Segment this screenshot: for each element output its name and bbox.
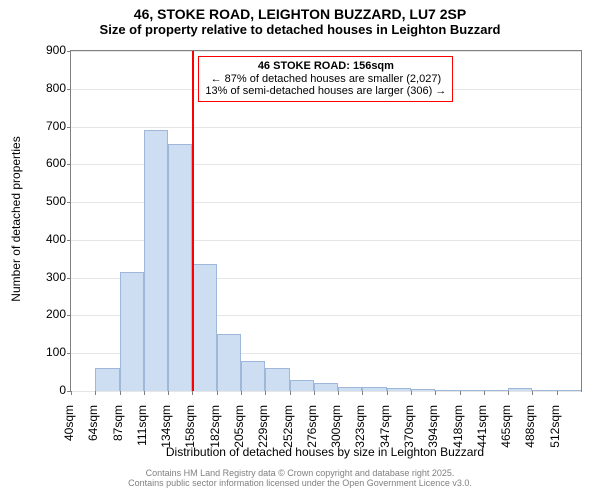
footer-line-2: Contains public sector information licen… xyxy=(0,478,600,488)
x-tick-label: 300sqm xyxy=(329,405,343,455)
y-tick xyxy=(67,89,71,90)
x-tick xyxy=(241,391,242,395)
y-axis-label: Number of detached properties xyxy=(9,49,23,389)
histogram-bar xyxy=(265,368,289,391)
x-tick xyxy=(508,391,509,395)
histogram-bar xyxy=(241,361,265,391)
histogram-bar xyxy=(168,144,192,391)
y-tick xyxy=(67,353,71,354)
chart-subtitle: Size of property relative to detached ho… xyxy=(0,22,600,37)
x-tick xyxy=(362,391,363,395)
x-tick xyxy=(460,391,461,395)
histogram-bar xyxy=(192,264,216,391)
y-tick xyxy=(67,127,71,128)
footer-line-1: Contains HM Land Registry data © Crown c… xyxy=(0,468,600,478)
plot-area: 46 STOKE ROAD: 156sqm← 87% of detached h… xyxy=(70,50,582,392)
histogram-bar xyxy=(362,387,386,391)
histogram-bar xyxy=(557,390,581,391)
y-tick-label: 800 xyxy=(36,81,66,95)
x-tick-label: 87sqm xyxy=(111,405,125,455)
gridline xyxy=(71,127,581,128)
x-tick-label: 370sqm xyxy=(402,405,416,455)
x-tick-label: 441sqm xyxy=(475,405,489,455)
x-tick xyxy=(144,391,145,395)
x-tick xyxy=(557,391,558,395)
marker-line xyxy=(192,51,194,391)
x-tick-label: 40sqm xyxy=(62,405,76,455)
histogram-bar xyxy=(435,390,459,392)
callout-line-1: ← 87% of detached houses are smaller (2,… xyxy=(205,73,446,86)
histogram-bar xyxy=(387,388,411,391)
x-tick-label: 64sqm xyxy=(86,405,100,455)
x-tick-label: 134sqm xyxy=(159,405,173,455)
y-tick-label: 700 xyxy=(36,119,66,133)
histogram-bar xyxy=(290,380,314,391)
histogram-bar xyxy=(338,387,362,391)
x-tick xyxy=(95,391,96,395)
x-tick xyxy=(192,391,193,395)
x-tick xyxy=(217,391,218,395)
callout-head: 46 STOKE ROAD: 156sqm xyxy=(205,60,446,73)
x-tick xyxy=(411,391,412,395)
x-tick xyxy=(532,391,533,395)
chart-titles: 46, STOKE ROAD, LEIGHTON BUZZARD, LU7 2S… xyxy=(0,6,600,37)
x-tick xyxy=(387,391,388,395)
y-tick xyxy=(67,164,71,165)
footer: Contains HM Land Registry data © Crown c… xyxy=(0,468,600,488)
y-tick-label: 400 xyxy=(36,232,66,246)
y-tick xyxy=(67,51,71,52)
x-tick xyxy=(120,391,121,395)
chart-title: 46, STOKE ROAD, LEIGHTON BUZZARD, LU7 2S… xyxy=(0,6,600,22)
y-tick-label: 900 xyxy=(36,43,66,57)
x-tick-label: 158sqm xyxy=(183,405,197,455)
x-tick xyxy=(290,391,291,395)
x-tick xyxy=(338,391,339,395)
x-tick xyxy=(435,391,436,395)
y-tick-label: 500 xyxy=(36,194,66,208)
callout-line-2: 13% of semi-detached houses are larger (… xyxy=(205,85,446,98)
histogram-bar xyxy=(120,272,144,391)
gridline xyxy=(71,391,581,392)
x-tick-label: 182sqm xyxy=(208,405,222,455)
x-tick xyxy=(484,391,485,395)
histogram-bar xyxy=(95,368,119,391)
x-tick-label: 394sqm xyxy=(426,405,440,455)
gridline xyxy=(71,51,581,52)
x-tick-label: 229sqm xyxy=(256,405,270,455)
y-tick-label: 100 xyxy=(36,345,66,359)
x-tick xyxy=(265,391,266,395)
x-tick-label: 418sqm xyxy=(451,405,465,455)
x-tick xyxy=(168,391,169,395)
histogram-bar xyxy=(460,390,484,391)
histogram-bar xyxy=(314,383,338,391)
histogram-bar xyxy=(508,388,532,391)
x-tick-label: 488sqm xyxy=(523,405,537,455)
x-tick-label: 111sqm xyxy=(135,405,149,455)
y-tick xyxy=(67,240,71,241)
x-tick-label: 205sqm xyxy=(232,405,246,455)
x-tick-label: 347sqm xyxy=(378,405,392,455)
y-tick-label: 200 xyxy=(36,307,66,321)
x-tick-label: 465sqm xyxy=(499,405,513,455)
callout-box: 46 STOKE ROAD: 156sqm← 87% of detached h… xyxy=(198,56,453,102)
x-tick xyxy=(314,391,315,395)
y-tick xyxy=(67,315,71,316)
x-tick xyxy=(71,391,72,395)
histogram-bar xyxy=(484,390,508,391)
histogram-bar xyxy=(217,334,241,391)
x-tick-label: 323sqm xyxy=(353,405,367,455)
x-tick-label: 276sqm xyxy=(305,405,319,455)
x-tick-label: 512sqm xyxy=(548,405,562,455)
histogram-bar xyxy=(144,130,168,391)
y-tick-label: 600 xyxy=(36,156,66,170)
y-tick-label: 0 xyxy=(36,383,66,397)
x-tick-label: 252sqm xyxy=(281,405,295,455)
y-tick-label: 300 xyxy=(36,270,66,284)
histogram-bar xyxy=(411,389,435,391)
y-tick xyxy=(67,278,71,279)
histogram-bar xyxy=(532,390,556,391)
y-tick xyxy=(67,202,71,203)
